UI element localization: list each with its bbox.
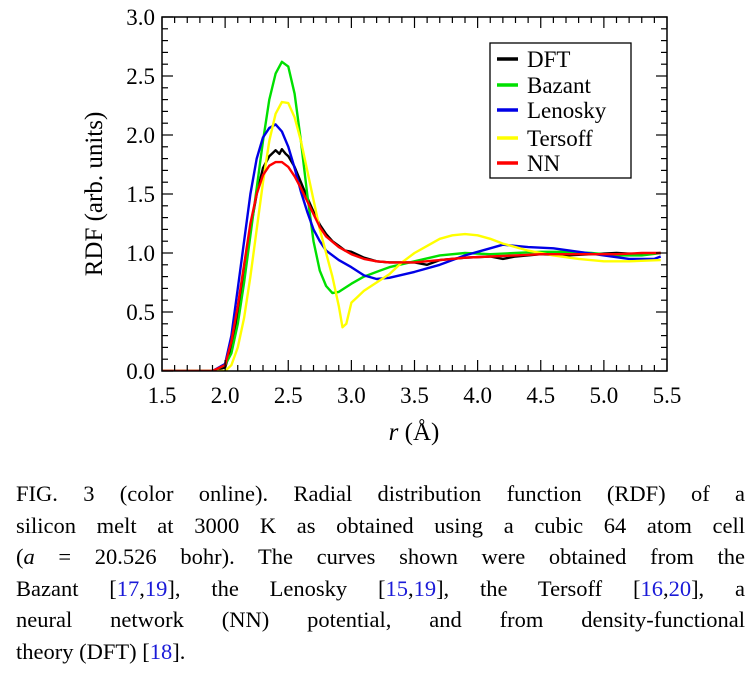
caption-text: Bazant [ xyxy=(16,575,117,601)
caption-text: , xyxy=(662,575,669,601)
series-line-tersoff xyxy=(162,100,661,371)
x-tick-label: 3.5 xyxy=(400,383,429,408)
x-tick-label: 2.0 xyxy=(211,383,240,408)
legend-label-dft: DFT xyxy=(527,47,570,72)
legend-label-lenosky: Lenosky xyxy=(527,98,607,123)
caption-text: theory (DFT) [ xyxy=(16,638,150,664)
caption-text: ], the Tersoff [ xyxy=(436,575,641,601)
series-line-nn xyxy=(162,160,661,371)
legend-label-bazant: Bazant xyxy=(527,73,591,98)
legend-label-tersoff: Tersoff xyxy=(527,126,593,151)
reference-link[interactable]: 15 xyxy=(385,575,408,601)
reference-link[interactable]: 16 xyxy=(640,575,663,601)
x-tick-label: 4.5 xyxy=(526,383,555,408)
y-tick-label: 2.0 xyxy=(126,123,155,148)
caption-text: neural network (NN) potential, and from … xyxy=(16,607,745,632)
x-axis-label-symbol: r xyxy=(389,419,399,446)
x-tick-label: 5.0 xyxy=(590,383,619,408)
rdf-chart: 1.5 2.0 2.5 3.0 3.5 4.0 4.5 5.0 5.5 0.0 0.5 1.0 1.5 2… xyxy=(81,5,682,446)
x-tick-label: 4.0 xyxy=(463,383,492,408)
series-group xyxy=(162,60,662,371)
caption-line: FIG. 3 (color online). Radial distributi… xyxy=(16,478,745,510)
caption-line: (a = 20.526 bohr). The curves shown were… xyxy=(16,541,745,573)
series-line-bazant xyxy=(162,60,661,371)
y-tick-label: 0.0 xyxy=(126,359,155,384)
caption-line: theory (DFT) [18]. xyxy=(16,636,745,668)
y-tick-label: 2.5 xyxy=(126,64,155,89)
series-line-lenosky xyxy=(162,123,662,371)
caption-text: ], a xyxy=(691,575,745,601)
caption-line: silicon melt at 3000 K as obtained using… xyxy=(16,510,745,542)
figure-caption: FIG. 3 (color online). Radial distributi… xyxy=(16,478,745,667)
y-tick-label: 1.5 xyxy=(126,182,155,207)
caption-text: , xyxy=(407,575,414,601)
y-tick-label: 3.0 xyxy=(126,5,155,30)
x-tick-label: 3.0 xyxy=(337,383,366,408)
caption-text: = 20.526 bohr). The curves shown were ob… xyxy=(34,544,745,569)
y-tick-label: 1.0 xyxy=(126,241,155,266)
reference-link[interactable]: 19 xyxy=(144,575,168,601)
caption-text: a xyxy=(23,544,35,569)
reference-link[interactable]: 17 xyxy=(116,575,140,601)
caption-text: ( xyxy=(16,544,24,569)
y-tick-label: 0.5 xyxy=(126,300,155,325)
x-tick-label: 5.5 xyxy=(653,383,682,408)
caption-text: FIG. 3 (color online). Radial distributi… xyxy=(16,481,745,506)
legend-label-nn: NN xyxy=(527,151,561,176)
x-axis-label: r (Å) xyxy=(389,419,440,446)
x-axis-label-unit: (Å) xyxy=(398,419,439,446)
reference-link[interactable]: 18 xyxy=(149,638,173,664)
caption-line: neural network (NN) potential, and from … xyxy=(16,604,745,636)
reference-link[interactable]: 20 xyxy=(668,575,692,601)
caption-line: Bazant [17,19], the Lenosky [15,19], the… xyxy=(16,573,745,605)
x-tick-label: 1.5 xyxy=(148,383,177,408)
reference-link[interactable]: 19 xyxy=(413,575,437,601)
x-tick-label: 2.5 xyxy=(274,383,303,408)
caption-text: , xyxy=(139,575,145,601)
caption-text: silicon melt at 3000 K as obtained using… xyxy=(16,512,745,538)
y-axis-label: RDF (arb. units) xyxy=(81,112,108,277)
caption-text: ], the Lenosky [ xyxy=(167,575,386,601)
caption-text: ]. xyxy=(172,638,186,664)
